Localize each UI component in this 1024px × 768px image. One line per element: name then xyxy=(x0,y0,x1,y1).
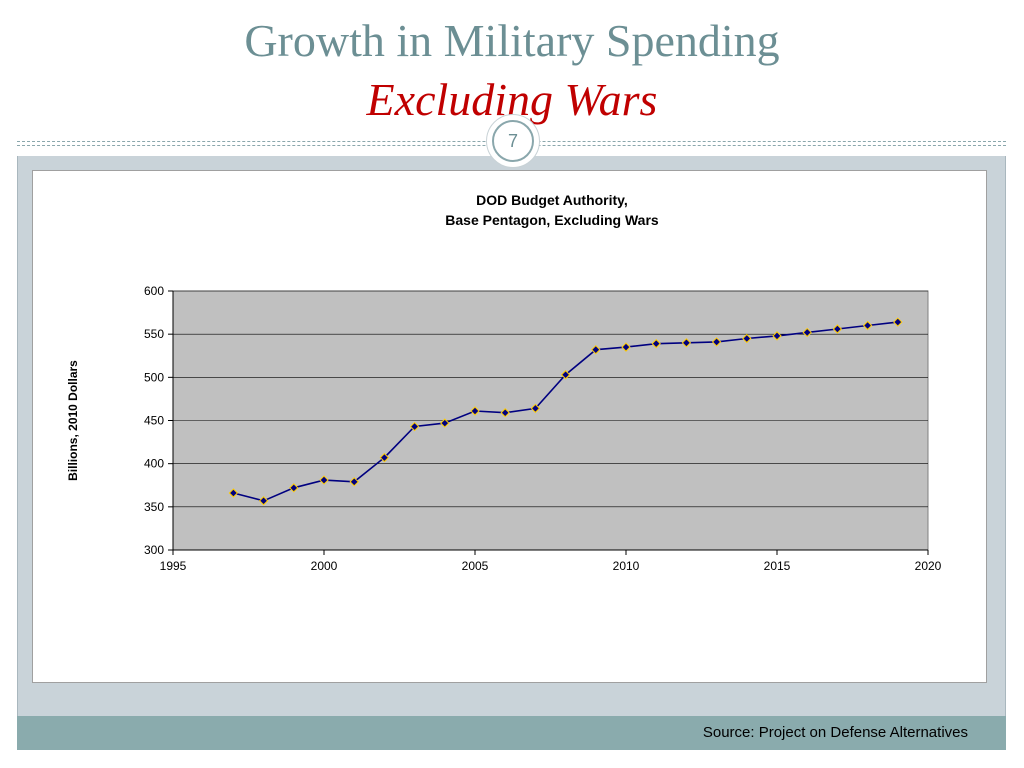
data-point xyxy=(349,477,359,487)
data-point xyxy=(289,483,299,493)
slide-title: Growth in Military Spending xyxy=(244,15,780,66)
data-point xyxy=(440,418,450,428)
y-tick-label: 450 xyxy=(144,414,164,428)
data-point xyxy=(621,342,631,352)
x-tick-label: 2020 xyxy=(915,559,942,573)
source-note: Source: Project on Defense Alternatives xyxy=(702,724,968,741)
chart-panel: DOD Budget Authority, Base Pentagon, Exc… xyxy=(32,170,987,683)
chart-title-line1: DOD Budget Authority, xyxy=(476,192,628,208)
data-point xyxy=(862,320,873,331)
data-point xyxy=(742,333,752,344)
footer-bar: Source: Project on Defense Alternatives xyxy=(17,716,1006,750)
data-point xyxy=(802,327,812,338)
x-tick-label: 1995 xyxy=(160,559,187,573)
y-axis-label: Billions, 2010 Dollars xyxy=(66,360,80,481)
chart-title-line2: Base Pentagon, Excluding Wars xyxy=(445,212,659,228)
data-point xyxy=(651,338,661,349)
x-tick-label: 2010 xyxy=(613,559,640,573)
data-point xyxy=(772,331,782,341)
y-axis-ticks: 300 350 400 450 500 550 600 xyxy=(144,284,174,557)
data-point xyxy=(711,337,722,347)
data-point xyxy=(500,408,510,418)
y-tick-label: 350 xyxy=(144,500,164,514)
x-axis-ticks: 1995 2000 2005 2010 2015 2020 xyxy=(160,549,942,573)
data-point xyxy=(409,421,420,432)
series-markers xyxy=(228,317,903,506)
x-tick-label: 2000 xyxy=(311,559,338,573)
y-tick-label: 600 xyxy=(144,284,164,298)
y-tick-label: 500 xyxy=(144,370,164,384)
y-tick-label: 550 xyxy=(144,327,164,341)
y-tick-label: 400 xyxy=(144,457,164,471)
line-chart: DOD Budget Authority, Base Pentagon, Exc… xyxy=(66,192,942,573)
data-point xyxy=(258,496,269,506)
data-point xyxy=(560,370,571,380)
data-point xyxy=(591,344,601,355)
data-point xyxy=(893,317,903,327)
data-point xyxy=(681,338,692,348)
data-point xyxy=(470,406,480,416)
y-tick-label: 300 xyxy=(144,543,164,557)
page-number-badge: 7 xyxy=(486,114,540,168)
x-tick-label: 2015 xyxy=(764,559,791,573)
data-point xyxy=(228,488,239,498)
data-point xyxy=(530,403,541,414)
data-point xyxy=(319,475,329,485)
data-point xyxy=(379,452,390,463)
page-number: 7 xyxy=(492,120,534,162)
data-point xyxy=(832,324,843,334)
x-tick-label: 2005 xyxy=(462,559,489,573)
